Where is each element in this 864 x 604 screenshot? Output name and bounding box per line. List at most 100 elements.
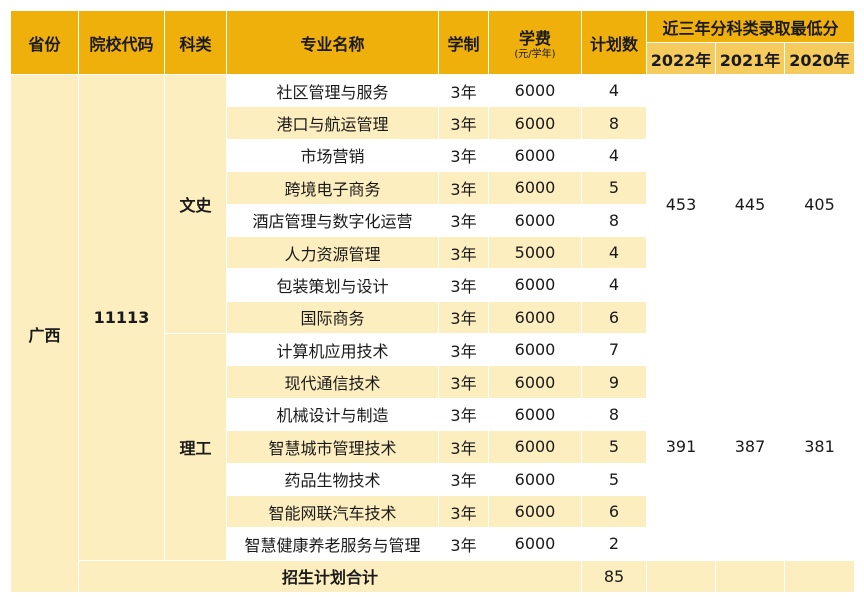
min-score-2022-cell: 453 bbox=[646, 74, 716, 334]
header-duration: 学制 bbox=[438, 10, 489, 75]
category-cell: 文史 bbox=[164, 74, 227, 334]
plan-cell: 9 bbox=[581, 365, 647, 399]
header-min-score: 近三年分科类录取最低分 bbox=[645, 10, 856, 43]
header-year-2021: 2021年 bbox=[715, 42, 785, 75]
min-score-2020-cell: 381 bbox=[783, 333, 856, 561]
total-empty-cell bbox=[646, 559, 716, 594]
major-cell: 人力资源管理 bbox=[226, 235, 439, 270]
duration-cell: 3年 bbox=[438, 462, 489, 496]
header-province: 省份 bbox=[10, 10, 79, 75]
min-score-2020-cell: 405 bbox=[783, 74, 856, 334]
total-value: 85 bbox=[581, 559, 647, 594]
plan-cell: 8 bbox=[581, 106, 647, 140]
major-cell: 药品生物技术 bbox=[226, 462, 439, 496]
fee-cell: 6000 bbox=[488, 300, 582, 335]
fee-cell: 6000 bbox=[488, 138, 582, 173]
table-row: 机械设计与制造 3年 6000 8 bbox=[11, 397, 855, 432]
plan-cell: 4 bbox=[581, 73, 647, 108]
major-cell: 计算机应用技术 bbox=[226, 332, 439, 367]
fee-cell: 5000 bbox=[488, 235, 582, 270]
fee-cell: 6000 bbox=[488, 365, 582, 399]
table-row: 理工 计算机应用技术 3年 6000 7 391 387 381 bbox=[11, 332, 856, 561]
table-row: 现代通信技术 3年 6000 9 bbox=[11, 365, 855, 399]
plan-cell: 4 bbox=[581, 138, 647, 173]
fee-cell: 6000 bbox=[488, 494, 582, 529]
duration-cell: 3年 bbox=[438, 430, 489, 464]
major-cell: 现代通信技术 bbox=[226, 365, 439, 399]
duration-cell: 3年 bbox=[438, 494, 489, 529]
header-major: 专业名称 bbox=[226, 10, 439, 75]
table-row: 人力资源管理 3年 5000 4 bbox=[11, 235, 855, 270]
major-cell: 智能网联汽车技术 bbox=[226, 494, 439, 529]
fee-cell: 6000 bbox=[488, 73, 582, 108]
duration-cell: 3年 bbox=[438, 268, 489, 302]
fee-cell: 6000 bbox=[488, 332, 582, 367]
duration-cell: 3年 bbox=[438, 332, 489, 367]
major-cell: 包装策划与设计 bbox=[226, 268, 439, 302]
admission-plan-table: 省份 院校代码 科类 专业名称 学制 学费 (元/学年) 计划数 近三年分科类录… bbox=[10, 10, 856, 594]
header-fee: 学费 (元/学年) bbox=[488, 10, 582, 75]
table-row: 包装策划与设计 3年 6000 4 bbox=[11, 268, 855, 302]
min-score-2021-cell: 445 bbox=[715, 74, 785, 334]
plan-cell: 4 bbox=[581, 235, 647, 270]
fee-cell: 6000 bbox=[488, 397, 582, 432]
table-row: 市场营销 3年 6000 4 bbox=[11, 138, 855, 173]
major-cell: 跨境电子商务 bbox=[226, 171, 439, 205]
table-row: 智慧城市管理技术 3年 6000 5 bbox=[11, 430, 855, 464]
plan-cell: 4 bbox=[581, 268, 647, 302]
major-cell: 智慧城市管理技术 bbox=[226, 430, 439, 464]
fee-cell: 6000 bbox=[488, 171, 582, 205]
plan-cell: 8 bbox=[581, 203, 647, 237]
header-year-2020: 2020年 bbox=[783, 42, 856, 75]
table-row: 酒店管理与数字化运营 3年 6000 8 bbox=[11, 203, 855, 237]
duration-cell: 3年 bbox=[438, 203, 489, 237]
fee-cell: 6000 bbox=[488, 268, 582, 302]
fee-cell: 6000 bbox=[488, 527, 582, 561]
plan-cell: 5 bbox=[581, 430, 647, 464]
plan-cell: 7 bbox=[581, 332, 647, 367]
min-score-2022-cell: 391 bbox=[646, 333, 716, 561]
table-row: 跨境电子商务 3年 6000 5 bbox=[11, 171, 855, 205]
duration-cell: 3年 bbox=[438, 365, 489, 399]
total-label: 招生计划合计 bbox=[78, 559, 582, 594]
category-cell: 理工 bbox=[164, 333, 227, 561]
header-plan: 计划数 bbox=[581, 10, 647, 75]
plan-cell: 6 bbox=[581, 494, 647, 529]
total-row: 招生计划合计 85 bbox=[11, 559, 856, 594]
table-row: 广西 11113 文史 社区管理与服务 3年 6000 4 453 445 405 bbox=[10, 73, 856, 593]
duration-cell: 3年 bbox=[438, 138, 489, 173]
header-year-2022: 2022年 bbox=[646, 42, 716, 75]
duration-cell: 3年 bbox=[438, 106, 489, 140]
major-cell: 社区管理与服务 bbox=[226, 73, 439, 108]
header-fee-unit: (元/学年) bbox=[514, 48, 556, 60]
header-fee-label: 学费 bbox=[518, 28, 551, 48]
table-row: 国际商务 3年 6000 6 bbox=[11, 300, 855, 335]
duration-cell: 3年 bbox=[438, 300, 489, 335]
header-school-code: 院校代码 bbox=[78, 10, 165, 75]
total-empty-cell bbox=[783, 559, 856, 594]
province-cell: 广西 bbox=[10, 74, 79, 593]
major-cell: 市场营销 bbox=[226, 138, 439, 173]
min-score-2021-cell: 387 bbox=[715, 333, 785, 561]
school-code-cell: 11113 bbox=[78, 74, 165, 561]
fee-cell: 6000 bbox=[488, 106, 582, 140]
duration-cell: 3年 bbox=[438, 73, 489, 108]
major-cell: 机械设计与制造 bbox=[226, 397, 439, 432]
total-empty-cell bbox=[715, 559, 785, 594]
duration-cell: 3年 bbox=[438, 397, 489, 432]
duration-cell: 3年 bbox=[438, 235, 489, 270]
duration-cell: 3年 bbox=[438, 527, 489, 561]
plan-cell: 8 bbox=[581, 397, 647, 432]
fee-cell: 6000 bbox=[488, 430, 582, 464]
major-cell: 酒店管理与数字化运营 bbox=[226, 203, 439, 237]
major-cell: 国际商务 bbox=[226, 300, 439, 335]
duration-cell: 3年 bbox=[438, 171, 489, 205]
plan-cell: 2 bbox=[581, 527, 647, 561]
table-row: 港口与航运管理 3年 6000 8 bbox=[11, 106, 855, 140]
plan-cell: 5 bbox=[581, 171, 647, 205]
major-cell: 港口与航运管理 bbox=[226, 106, 439, 140]
fee-cell: 6000 bbox=[488, 203, 582, 237]
major-cell: 智慧健康养老服务与管理 bbox=[226, 527, 439, 561]
fee-cell: 6000 bbox=[488, 462, 582, 496]
plan-cell: 5 bbox=[581, 462, 647, 496]
